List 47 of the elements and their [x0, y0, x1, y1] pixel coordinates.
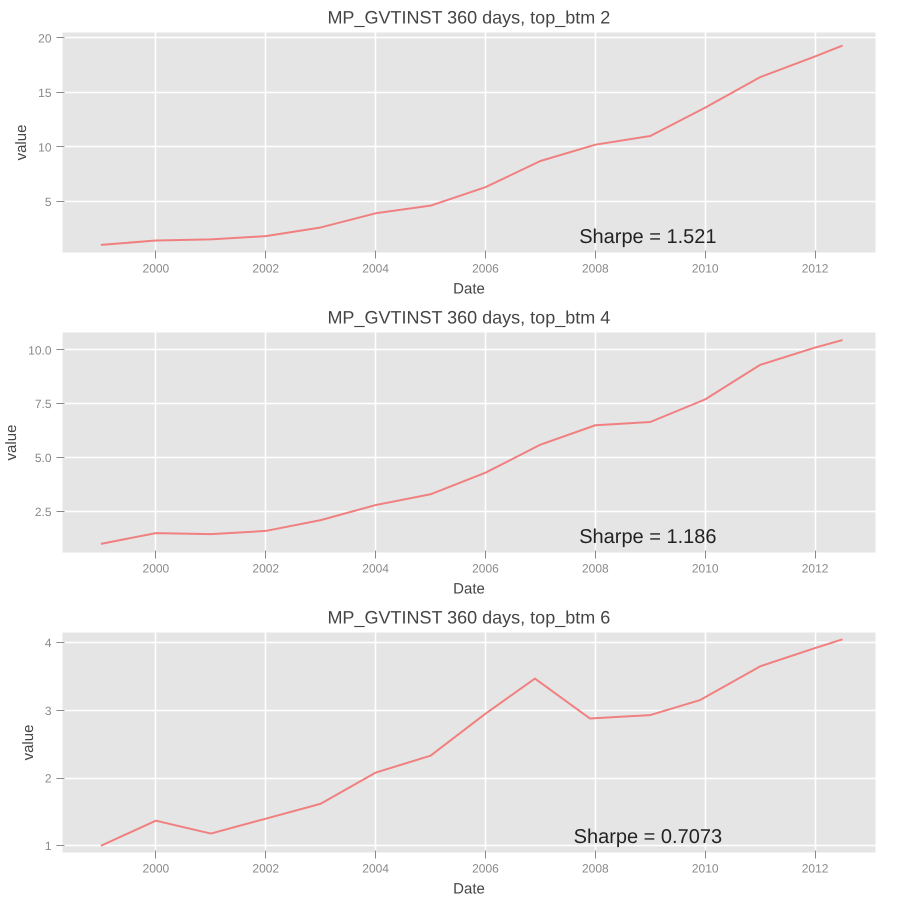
- y-tick-label: 15: [38, 86, 52, 100]
- x-tick-label: 2010: [692, 562, 719, 576]
- y-tick-label: 4: [44, 636, 52, 650]
- line-series: [100, 44, 844, 246]
- chart-title: MP_GVTINST 360 days, top_btm 4: [327, 308, 610, 328]
- y-axis-title: value: [13, 124, 30, 160]
- x-tick-label: 2008: [582, 262, 610, 276]
- y-tick-label: 1: [44, 839, 52, 854]
- y-tick-label: 3: [44, 704, 52, 718]
- y-tick-label: 20: [38, 31, 52, 46]
- x-tick-label: 2002: [252, 862, 280, 876]
- y-tick-label: 2.5: [34, 505, 52, 520]
- x-tick-label: 2008: [582, 562, 610, 576]
- chart-title: MP_GVTINST 360 days, top_btm 6: [327, 608, 610, 628]
- x-tick-label: 2006: [472, 862, 500, 876]
- x-tick-label: 2012: [802, 262, 829, 276]
- annotation: Sharpe = 1.521: [579, 226, 717, 248]
- y-tick-label: 10: [38, 140, 52, 154]
- y-axis-title: value: [3, 424, 20, 460]
- x-tick-label: 2006: [472, 262, 500, 276]
- y-tick-label: 10.0: [28, 343, 52, 358]
- y-axis-title: value: [20, 724, 37, 760]
- x-tick-label: 2008: [582, 862, 610, 876]
- y-tick-label: 2: [44, 772, 52, 786]
- x-tick-label: 2012: [802, 862, 829, 876]
- x-axis-title: Date: [453, 880, 485, 898]
- chart-title: MP_GVTINST 360 days, top_btm 2: [327, 8, 610, 28]
- x-tick-label: 2004: [362, 562, 390, 576]
- x-tick-label: 2010: [692, 262, 719, 276]
- x-tick-label: 2002: [252, 262, 280, 276]
- y-tick-label: 7.5: [34, 397, 52, 412]
- annotation: Sharpe = 1.186: [579, 526, 717, 548]
- x-tick-label: 2010: [692, 862, 719, 876]
- x-tick-label: 2004: [362, 862, 390, 876]
- x-tick-label: 2004: [362, 262, 390, 276]
- line-series: [100, 638, 844, 847]
- x-axis-title: Date: [453, 580, 485, 598]
- x-tick-label: 2002: [252, 562, 280, 576]
- x-axis-title: Date: [453, 280, 485, 298]
- y-tick-label: 5: [44, 194, 52, 209]
- x-tick-label: 2006: [472, 562, 500, 576]
- x-tick-label: 2012: [802, 562, 829, 576]
- x-tick-label: 2000: [142, 262, 170, 276]
- annotation: Sharpe = 0.7073: [574, 826, 722, 848]
- x-tick-label: 2000: [142, 862, 170, 876]
- y-tick-label: 5.0: [34, 451, 52, 466]
- x-tick-label: 2000: [142, 562, 170, 576]
